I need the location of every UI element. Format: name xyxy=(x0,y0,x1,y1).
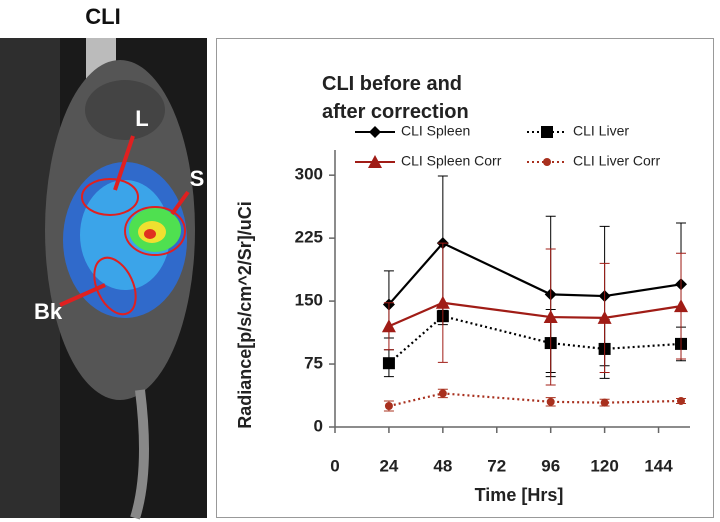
mouse-tail xyxy=(130,389,149,520)
marker xyxy=(382,357,395,370)
roi-label: S xyxy=(190,166,205,191)
legend-label: CLI Spleen xyxy=(401,123,470,139)
legend-marker xyxy=(369,126,381,138)
arrow xyxy=(170,190,190,216)
signal-blob xyxy=(144,229,156,239)
legend-marker xyxy=(543,158,551,166)
x-tick-label: 144 xyxy=(644,456,673,475)
mouse-head xyxy=(85,80,165,140)
x-tick-label: 48 xyxy=(433,456,452,475)
legend-label: CLI Liver Corr xyxy=(573,153,660,169)
roi-background xyxy=(93,256,137,316)
x-tick-label: 120 xyxy=(590,456,618,475)
x-tick-label: 96 xyxy=(541,456,560,475)
x-axis-label: Time [Hrs] xyxy=(475,485,564,505)
y-tick-label: 225 xyxy=(295,228,323,247)
marker xyxy=(438,389,447,398)
x-tick-label: 24 xyxy=(379,456,398,475)
marker xyxy=(384,402,393,411)
legend-label: CLI Liver xyxy=(573,123,629,139)
marker xyxy=(543,310,558,324)
y-tick-label: 0 xyxy=(314,416,323,435)
x-tick-label: 0 xyxy=(330,456,339,475)
legend-marker xyxy=(541,126,553,138)
roi-label: L xyxy=(135,106,148,131)
legend-label: CLI Spleen Corr xyxy=(401,153,502,169)
y-tick-label: 300 xyxy=(295,165,323,184)
arrow xyxy=(113,135,135,191)
arrow xyxy=(59,283,106,307)
marker xyxy=(677,396,686,405)
marker xyxy=(597,310,612,324)
roi-label: Bk xyxy=(34,299,63,324)
series-line xyxy=(388,392,682,408)
legend-marker xyxy=(368,155,382,168)
marker xyxy=(546,397,555,406)
y-tick-label: 75 xyxy=(304,354,323,373)
marker xyxy=(674,299,689,313)
x-tick-label: 72 xyxy=(487,456,506,475)
y-axis-label: Radiance[p/s/cm^2/Sr]/uCi xyxy=(235,201,255,429)
roi-liver xyxy=(81,178,139,216)
image-title: CLI xyxy=(85,4,120,29)
marker xyxy=(600,398,609,407)
chart-title: CLI before and after correction xyxy=(322,73,469,123)
roi-spleen xyxy=(124,206,186,256)
chart-frame xyxy=(216,38,714,518)
y-tick-label: 150 xyxy=(295,291,323,310)
marker xyxy=(435,295,450,309)
marker xyxy=(381,319,396,333)
